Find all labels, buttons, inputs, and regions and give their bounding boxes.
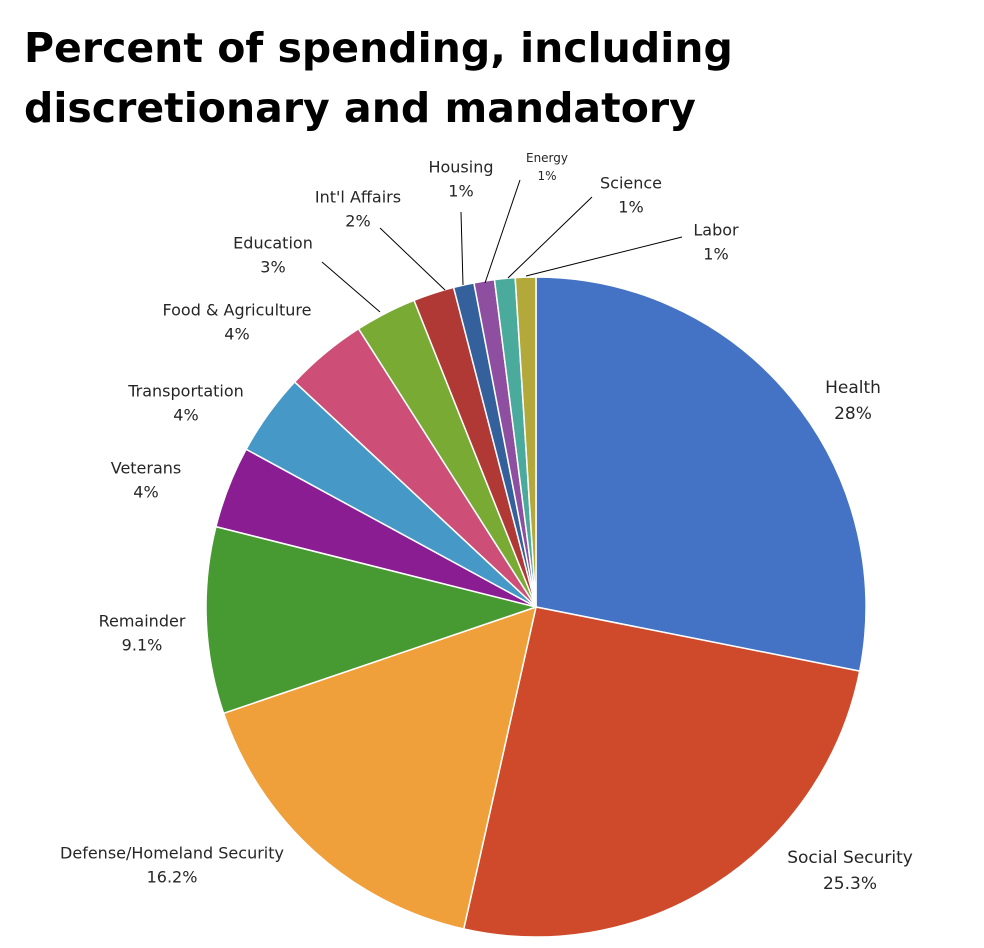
label-name-energy: Energy [526, 151, 568, 165]
slice-labor [514, 276, 537, 608]
leader-line-education [321, 261, 381, 313]
chart-title: Percent of spending, including discretio… [24, 24, 733, 132]
label-value-int-l-affairs: 2% [345, 212, 370, 231]
label-value-science: 1% [618, 198, 643, 217]
label-value-housing: 1% [448, 182, 473, 201]
label-name-housing: Housing [428, 158, 493, 177]
label-value-education: 3% [260, 258, 285, 277]
label-name-veterans: Veterans [111, 459, 182, 478]
label-name-health: Health [825, 378, 881, 398]
label-name-int-l-affairs: Int'l Affairs [315, 188, 401, 207]
label-name-transportation: Transportation [127, 382, 244, 401]
label-name-defense-homeland-security: Defense/Homeland Security [60, 844, 284, 863]
label-name-science: Science [600, 174, 662, 193]
label-name-food-agriculture: Food & Agriculture [162, 301, 311, 320]
leader-line-labor [525, 236, 683, 277]
label-value-health: 28% [834, 404, 872, 424]
slice-remainder [205, 525, 537, 715]
leader-lines [321, 179, 683, 313]
pie-slices [205, 276, 867, 938]
label-value-social-security: 25.3% [823, 874, 877, 894]
slice-social-security [462, 606, 861, 938]
leader-line-housing [460, 211, 464, 286]
label-value-veterans: 4% [133, 483, 158, 502]
label-value-transportation: 4% [173, 406, 198, 425]
slice-health [535, 276, 867, 672]
leader-line-int-l-affairs [379, 227, 446, 291]
leader-line-energy [484, 179, 521, 284]
label-name-remainder: Remainder [99, 612, 186, 631]
label-value-food-agriculture: 4% [224, 325, 249, 344]
label-value-remainder: 9.1% [122, 636, 163, 655]
label-name-labor: Labor [693, 221, 739, 240]
slice-labels: Health 28% Social Security 25.3% Defense/Hom… [60, 151, 913, 894]
label-name-education: Education [233, 234, 313, 253]
label-value-labor: 1% [703, 245, 728, 264]
label-value-defense-homeland-security: 16.2% [147, 868, 198, 887]
label-value-energy: 1% [537, 169, 556, 183]
label-name-social-security: Social Security [787, 848, 913, 868]
leader-line-science [507, 196, 593, 279]
